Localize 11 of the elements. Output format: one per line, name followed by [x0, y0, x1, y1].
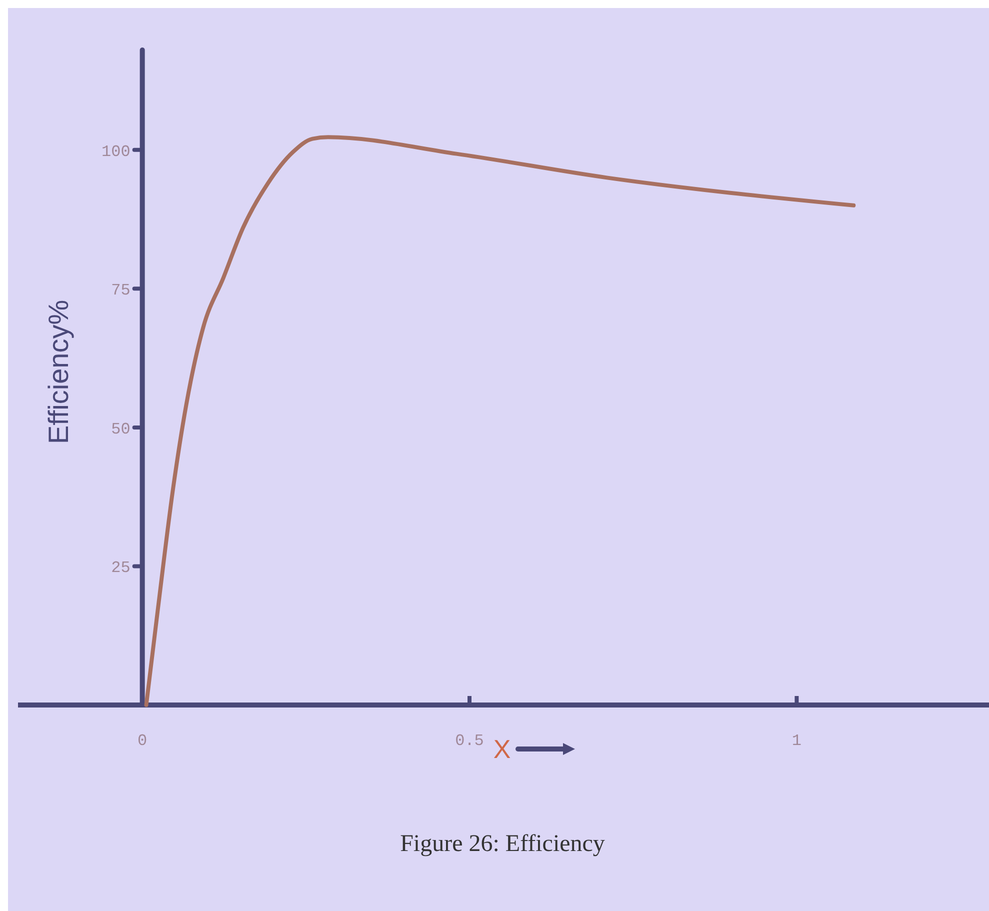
y-tick-label: 75	[111, 282, 130, 300]
x-tick-label: 0	[138, 732, 148, 750]
line-series	[144, 135, 856, 707]
x-tick-label: 0.5	[455, 732, 484, 750]
y-tick-label: 25	[111, 559, 130, 578]
y-axis-title: Efficiency%	[43, 300, 74, 444]
x-axis-title: X	[493, 734, 511, 764]
y-tick-label: 50	[111, 420, 130, 438]
caption: Figure 26: Efficiency	[400, 831, 605, 857]
x-tick-label: 1	[792, 732, 802, 750]
y-tick-label: 100	[102, 142, 130, 161]
